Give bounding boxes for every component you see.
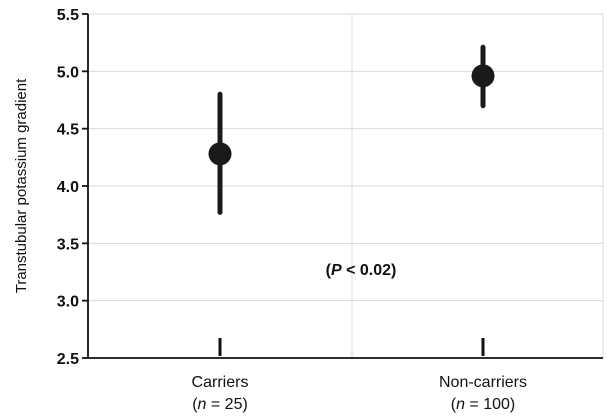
data-point bbox=[208, 142, 232, 166]
category-n-label: (n = 25) bbox=[192, 396, 248, 413]
p-value-symbol: P bbox=[331, 262, 342, 279]
x-ticks: Carriers (n = 25) Non-carriers (n = 100) bbox=[192, 338, 527, 413]
grid bbox=[88, 13, 604, 358]
data-point bbox=[471, 64, 495, 88]
y-tick-label: 3.5 bbox=[57, 236, 79, 253]
category-label: Non-carriers bbox=[439, 374, 527, 391]
y-ticks: 2.5 3.0 3.5 4.0 4.5 5.0 5.5 bbox=[57, 7, 88, 368]
y-tick-label: 4.5 bbox=[57, 122, 79, 139]
p-value-open-paren: ( bbox=[326, 262, 332, 279]
y-tick-label: 5.5 bbox=[57, 7, 79, 24]
y-tick-label: 2.5 bbox=[57, 351, 79, 368]
y-tick-label: 5.0 bbox=[57, 64, 79, 81]
y-axis-label: Transtubular potassium gradient bbox=[13, 78, 30, 293]
data-marks bbox=[208, 44, 495, 215]
category-n-label: (n = 100) bbox=[451, 396, 516, 413]
p-value-text: < 0.02) bbox=[342, 262, 397, 279]
y-tick-label: 4.0 bbox=[57, 179, 79, 196]
category-label: Carriers bbox=[192, 374, 249, 391]
y-tick-label: 3.0 bbox=[57, 294, 79, 311]
p-value-annotation: (P < 0.02) bbox=[326, 262, 397, 279]
